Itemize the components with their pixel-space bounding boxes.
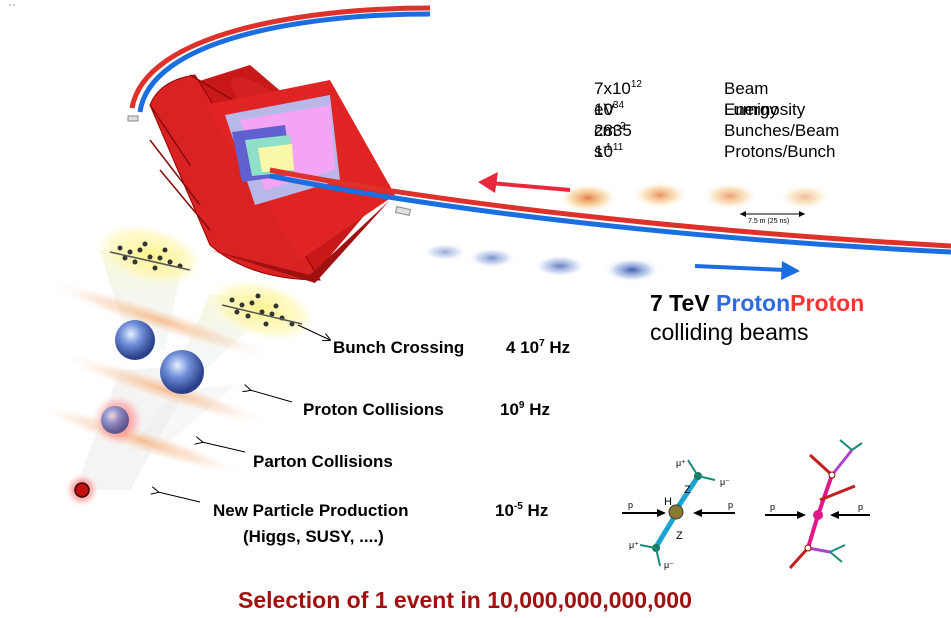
feyn-right-p-out: p bbox=[858, 502, 864, 512]
blue-bunch bbox=[604, 258, 660, 282]
feyn-left-p-out: p bbox=[728, 500, 734, 510]
red-bunch bbox=[558, 183, 618, 213]
bunch-spacing-label: 7.5 m (25 ns) bbox=[748, 218, 790, 225]
beam-subtitle: colliding beams bbox=[650, 319, 809, 345]
selection-caption: Selection of 1 event in 10,000,000,000,0… bbox=[238, 587, 692, 613]
proton-blue-word: Proton bbox=[716, 290, 791, 316]
beam-pipe-arc-bottom bbox=[127, 115, 951, 255]
feyn-mu-minus-bottom: μ⁻ bbox=[664, 560, 674, 570]
feynman-diagram-susy bbox=[765, 439, 870, 570]
blue-bunch bbox=[534, 255, 586, 277]
feyn-left-p-in: p bbox=[628, 500, 634, 510]
stage-parton-collisions: Parton Collisions bbox=[253, 452, 393, 471]
feyn-mu-minus-top: μ⁻ bbox=[720, 477, 730, 487]
stage-new-particle-rate: 10-5 Hz bbox=[495, 501, 549, 520]
feynman-diagram-higgs bbox=[622, 459, 735, 567]
collision-disks bbox=[35, 281, 275, 476]
bunch-spacing-marker bbox=[740, 211, 805, 217]
red-bunch bbox=[779, 184, 831, 210]
blue-direction-arrow bbox=[694, 261, 800, 280]
blue-bunch bbox=[468, 248, 516, 268]
stage-pointer-arrows bbox=[158, 324, 330, 503]
stage-proton-collisions: Proton Collisions bbox=[303, 400, 444, 419]
stage-bunch-crossing-rate: 4 107 Hz bbox=[506, 338, 571, 357]
feyn-z-top: Z bbox=[684, 484, 691, 496]
param-label: Bunches/Beam bbox=[724, 121, 840, 140]
red-bunch bbox=[702, 182, 758, 210]
stage-new-particle-sublabel: (Higgs, SUSY, ....) bbox=[243, 527, 384, 546]
red-bunches bbox=[558, 181, 831, 213]
param-value: 7x1012 eV bbox=[594, 79, 642, 119]
stage-proton-collisions-rate: 109 Hz bbox=[500, 400, 550, 419]
param-label: Beam Energy bbox=[724, 79, 778, 119]
red-direction-arrow bbox=[478, 172, 571, 193]
param-value: 2835 bbox=[594, 121, 632, 140]
param-value: 1034 cm-2 s-1 bbox=[594, 100, 626, 161]
feyn-right-p-in: p bbox=[770, 502, 776, 512]
beam-title: 7 TeV ProtonProton bbox=[650, 290, 864, 317]
param-label: Luminosity bbox=[724, 100, 806, 119]
beam-energy: 7 TeV bbox=[650, 290, 710, 316]
param-label: Protons/Bunch bbox=[724, 142, 836, 161]
feyn-z-bottom: Z bbox=[676, 530, 683, 542]
stage-new-particle-production: New Particle Production bbox=[213, 501, 409, 520]
proton-balls bbox=[64, 320, 204, 508]
bunch-crossing-bunches bbox=[93, 222, 319, 343]
proton-red-word: Proton bbox=[790, 290, 865, 316]
blue-bunch bbox=[423, 243, 467, 261]
feyn-mu-plus-top: μ⁺ bbox=[676, 458, 686, 468]
param-value: 1011 bbox=[594, 142, 624, 161]
corner-dots bbox=[9, 4, 15, 6]
feyn-mu-plus-bottom: μ⁺ bbox=[629, 540, 639, 550]
stage-bunch-crossing: Bunch Crossing bbox=[333, 338, 465, 357]
red-bunch bbox=[632, 181, 688, 209]
beam-pipe-arc-top bbox=[129, 5, 431, 113]
blue-bunches bbox=[423, 243, 660, 282]
feyn-higgs: H bbox=[664, 496, 672, 508]
